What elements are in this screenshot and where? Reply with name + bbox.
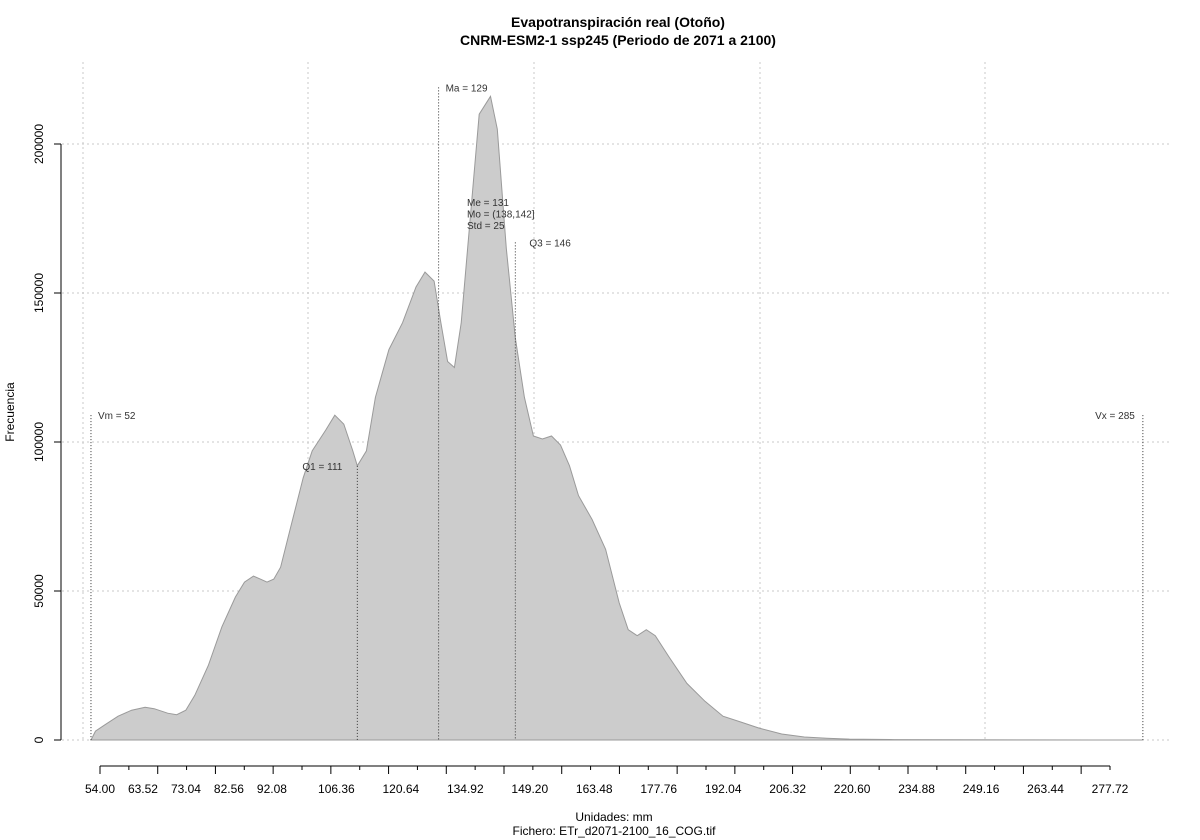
x-tick-label: 134.92 — [447, 782, 484, 796]
x-tick-label: 92.08 — [257, 782, 287, 796]
y-tick-label: 100000 — [32, 422, 46, 462]
x-tick-label: 82.56 — [214, 782, 244, 796]
chart-title: Evapotranspiración real (Otoño) — [511, 14, 725, 30]
y-tick-label: 0 — [32, 736, 46, 743]
y-tick-label: 50000 — [32, 574, 46, 608]
annotation-label: Q3 = 146 — [529, 238, 571, 249]
x-tick-label: 106.36 — [318, 782, 355, 796]
x-tick-label: 73.04 — [171, 782, 201, 796]
x-tick-label: 249.16 — [963, 782, 1000, 796]
annotation-label: Ma = 129 — [446, 83, 488, 94]
y-tick-label: 200000 — [32, 124, 46, 164]
stats-line: Mo = (138,142] — [467, 210, 535, 221]
x-tick-label: 206.32 — [769, 782, 806, 796]
x-tick-label: 263.44 — [1027, 782, 1064, 796]
x-tick-label: 120.64 — [382, 782, 419, 796]
annotation-label: Vm = 52 — [98, 411, 136, 422]
x-axis-title: Unidades: mm — [575, 810, 652, 824]
chart-subtitle: CNRM-ESM2-1 ssp245 (Periodo de 2071 a 21… — [460, 32, 776, 48]
stats-line: Me = 131 — [467, 198, 509, 209]
x-tick-label: 177.76 — [640, 782, 677, 796]
x-tick-label: 234.88 — [898, 782, 935, 796]
annotation-label: Q1 = 111 — [302, 462, 342, 473]
y-axis-title: Frecuencia — [3, 382, 17, 442]
annotations: Vm = 52 Q1 = 111 Ma = 129 Q3 = 146 Vx = 285 — [90, 83, 1144, 740]
x-tick-label: 277.72 — [1092, 782, 1129, 796]
x-tick-label: 149.20 — [511, 782, 548, 796]
x-tick-label: 163.48 — [576, 782, 613, 796]
x-tick-label: 192.04 — [705, 782, 742, 796]
x-axis-subtitle: Fichero: ETr_d2071-2100_16_COG.tif — [513, 824, 717, 838]
x-tick-label: 54.00 — [85, 782, 115, 796]
x-axis: 54.00 63.52 73.04 82.56 92.08 106.36 120.64 134… — [85, 765, 1129, 796]
stats-line: Std = 25 — [467, 221, 505, 232]
annotation-label: Vx = 285 — [1095, 411, 1135, 422]
density-area — [90, 94, 1143, 741]
x-tick-label: 220.60 — [834, 782, 871, 796]
y-tick-label: 150000 — [32, 273, 46, 313]
y-axis: 0 50000 100000 150000 200000 — [32, 124, 62, 743]
x-tick-label: 63.52 — [128, 782, 158, 796]
